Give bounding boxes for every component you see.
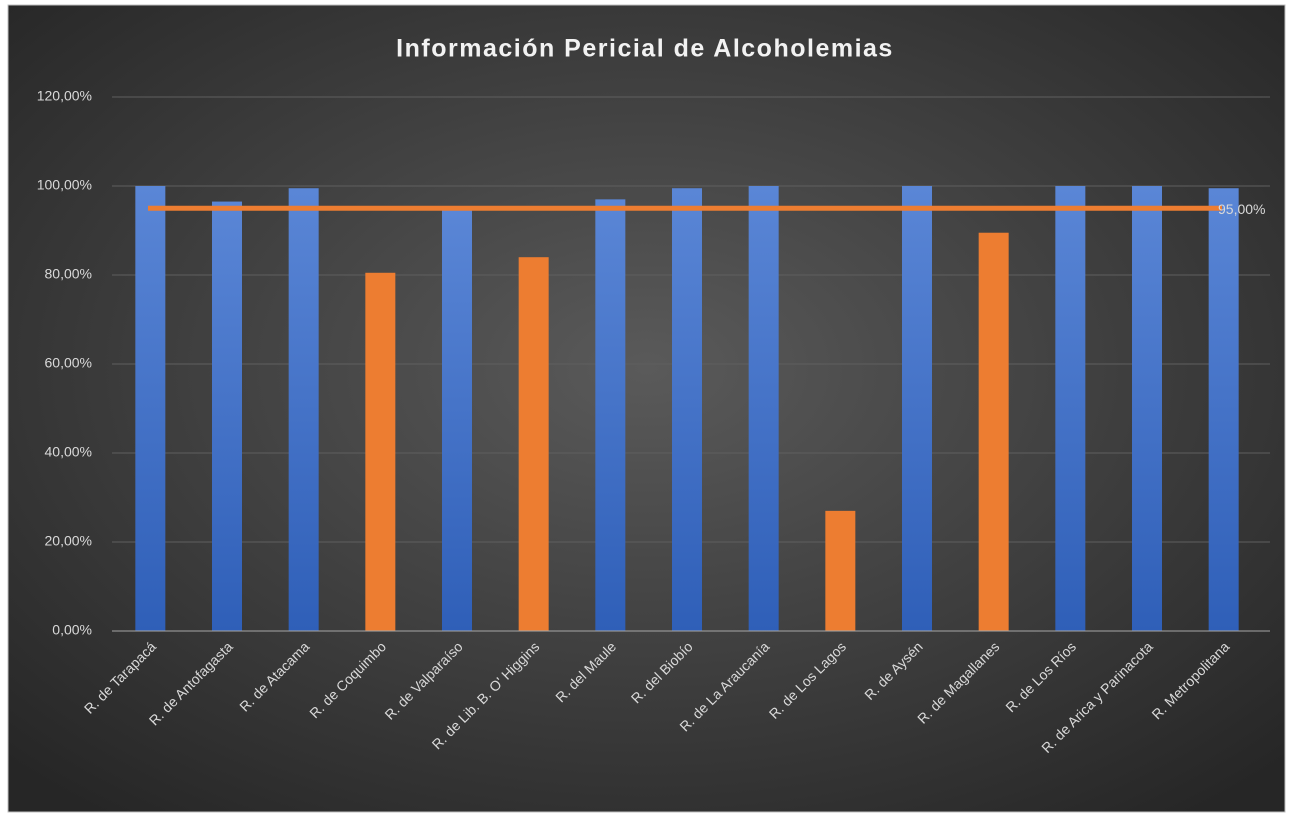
bar [288, 188, 319, 631]
bar [442, 210, 472, 631]
bar [825, 510, 856, 631]
bar [135, 186, 166, 631]
y-tick-label: 40,00% [45, 444, 92, 460]
bar [1208, 188, 1239, 631]
bar [365, 272, 396, 631]
bar [212, 201, 242, 631]
chart-title: Información Pericial de Alcoholemias [396, 35, 894, 63]
bar [978, 232, 1009, 631]
y-tick-label: 20,00% [45, 533, 92, 549]
bar [748, 186, 779, 631]
bar [595, 199, 626, 631]
y-tick-label: 100,00% [37, 177, 92, 193]
y-tick-label: 120,00% [37, 88, 92, 104]
bar [1055, 186, 1086, 631]
bar [672, 188, 702, 631]
bar [1132, 186, 1162, 631]
bar [518, 257, 549, 631]
bar [902, 186, 932, 631]
target-label: 95,00% [1218, 201, 1265, 217]
y-tick-label: 60,00% [45, 355, 92, 371]
y-tick-label: 80,00% [45, 266, 92, 282]
y-tick-label: 0,00% [52, 622, 92, 638]
